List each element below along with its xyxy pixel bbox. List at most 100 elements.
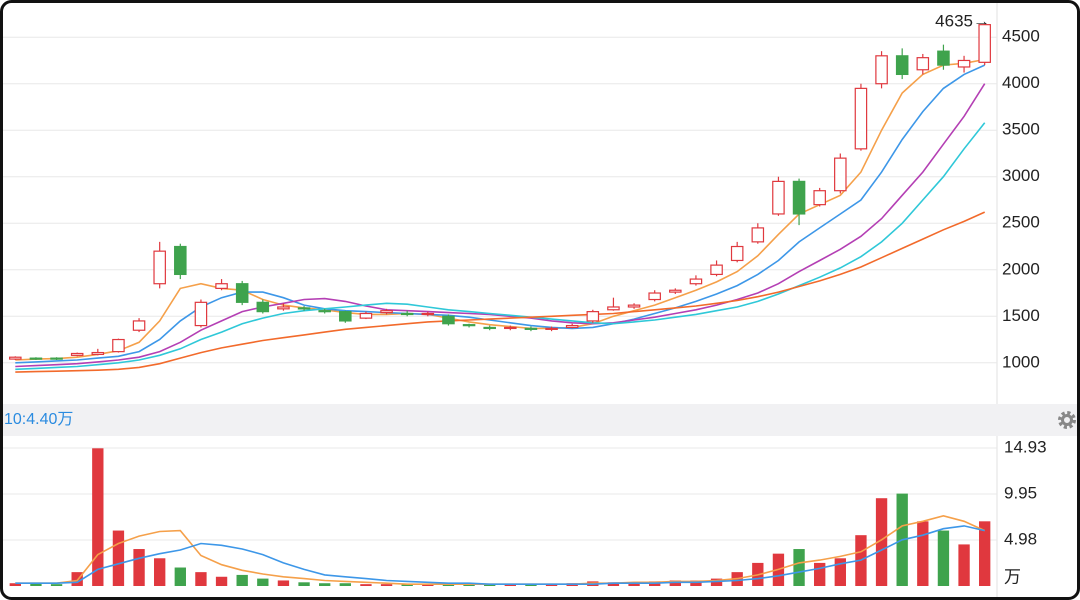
candle-body: [421, 312, 435, 316]
candle-body: [834, 157, 847, 192]
volume-bar: [463, 584, 475, 586]
candle-body: [483, 326, 496, 330]
volume-bar: [937, 530, 950, 586]
candle-body: [607, 306, 620, 311]
volume-bar: [319, 583, 331, 586]
volume-bar: [277, 580, 290, 586]
y-tick-label: 2500: [1002, 213, 1040, 232]
candle-body: [339, 311, 352, 322]
candle-body: [9, 356, 22, 360]
volume-bar: [360, 584, 372, 586]
moving-average-line: [15, 211, 986, 373]
candle-body: [648, 292, 661, 301]
candle-body: [297, 307, 311, 310]
candle-body: [669, 289, 682, 293]
volume-bar: [236, 574, 248, 586]
y-tick-label: 3500: [1002, 120, 1040, 139]
moving-average-line: [15, 122, 986, 371]
volume-average-line: [15, 525, 985, 585]
candle-body: [813, 190, 826, 206]
volume-tick-label: 14.93: [1004, 438, 1047, 457]
volume-bar: [710, 578, 723, 586]
candle-body: [957, 59, 971, 68]
candle-body: [586, 311, 600, 322]
candle-body: [215, 283, 228, 289]
volume-bar: [215, 576, 228, 586]
candle-body: [937, 50, 950, 66]
volume-bar: [71, 572, 83, 586]
moving-average-line: [15, 83, 986, 368]
volume-bar: [484, 584, 496, 586]
volume-bar: [422, 584, 434, 586]
candle-body: [112, 338, 125, 353]
volume-header: 10:4.40万: [4, 411, 73, 428]
volume-bar: [92, 448, 104, 586]
candle-body: [504, 326, 517, 330]
y-tick-label: 4000: [1002, 73, 1040, 92]
candle-body: [545, 327, 558, 330]
settings-icon[interactable]: [1058, 411, 1076, 429]
candle-body: [524, 327, 538, 330]
volume-bar: [504, 584, 516, 586]
volume-bar: [958, 544, 970, 586]
candle-body: [751, 227, 765, 243]
volume-bar: [380, 584, 393, 586]
candle-body: [689, 278, 703, 285]
volume-bar: [30, 583, 42, 586]
candle-body: [318, 310, 331, 313]
y-tick-label: 1000: [1002, 352, 1040, 371]
volume-bar: [607, 582, 620, 586]
volume-tick-label: 4.98: [1004, 529, 1037, 548]
candle-body: [565, 324, 579, 329]
candle-body: [442, 315, 455, 325]
candle-body: [462, 324, 476, 327]
y-tick-label: 2000: [1002, 259, 1040, 278]
volume-bar: [174, 567, 186, 586]
candle-body: [256, 301, 270, 313]
y-tick-label: 4500: [1002, 27, 1040, 46]
volume-bar: [834, 558, 846, 586]
volume-bar: [545, 584, 558, 586]
volume-tick-label: 9.95: [1004, 484, 1037, 503]
volume-bar: [112, 530, 125, 586]
candle-body: [91, 351, 105, 356]
candle-body: [400, 312, 414, 316]
candle-body: [895, 55, 909, 76]
candle-body: [978, 24, 991, 63]
volume-bar: [875, 498, 888, 586]
volume-bar: [814, 562, 826, 586]
candle-body: [792, 180, 806, 215]
volume-bar: [628, 582, 640, 586]
y-tick-label: 1500: [1002, 306, 1040, 325]
volume-bar: [195, 572, 207, 586]
volume-bar: [50, 584, 63, 586]
candle-body: [70, 352, 84, 356]
candle-body: [854, 87, 868, 150]
candle-body: [50, 357, 63, 360]
volume-bar: [979, 521, 991, 586]
candle-body: [380, 310, 393, 314]
candle-body: [153, 250, 166, 285]
volume-bar: [793, 549, 805, 586]
volume-header-bar: [3, 404, 1077, 436]
candle-body: [916, 57, 930, 71]
volume-bar: [133, 549, 145, 586]
volume-bar: [9, 583, 21, 586]
candle-body: [277, 306, 290, 310]
volume-bar: [298, 582, 310, 586]
candle-body: [132, 320, 146, 331]
volume-bar: [442, 584, 455, 586]
candle-body: [710, 264, 723, 276]
volume-bar: [917, 521, 929, 586]
y-tick-label: 3000: [1002, 166, 1040, 185]
annotation: 4635→: [935, 11, 990, 30]
volume-bar: [257, 578, 269, 586]
candle-body: [29, 357, 43, 360]
candle-body: [174, 245, 187, 276]
moving-average-line: [15, 64, 986, 364]
candle-body: [875, 55, 888, 85]
volume-unit: 万: [1004, 567, 1021, 586]
volume-bar: [339, 583, 351, 586]
